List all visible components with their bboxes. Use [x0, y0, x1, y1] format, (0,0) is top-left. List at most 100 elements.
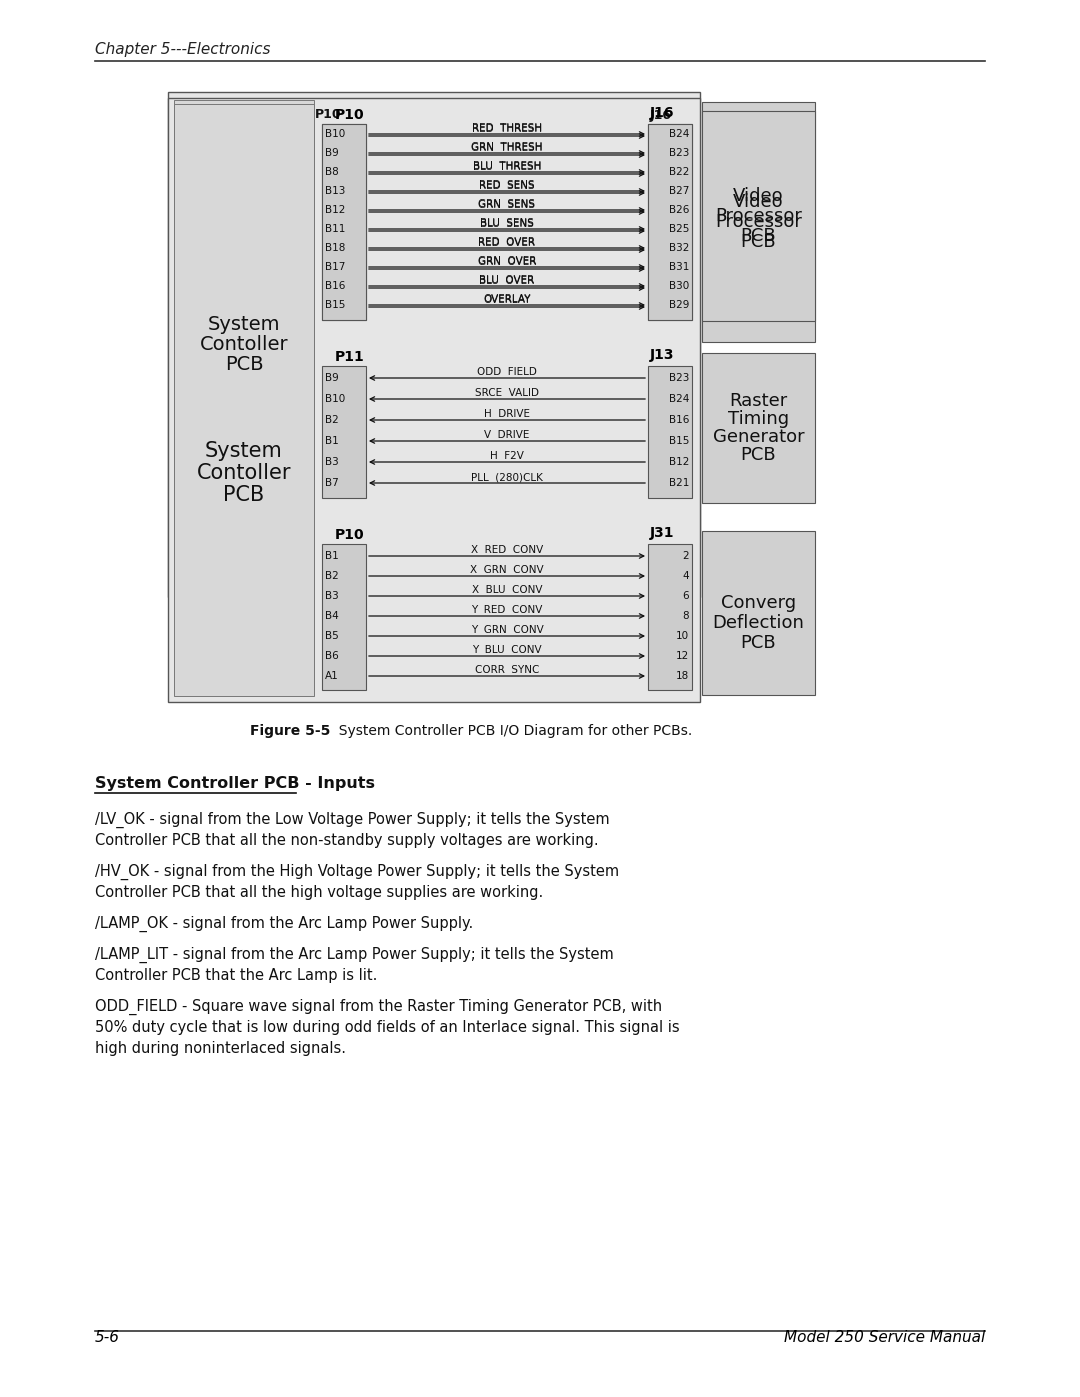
Text: B1: B1 [325, 550, 339, 562]
Text: BLU  THRESH: BLU THRESH [473, 161, 541, 170]
Text: B27: B27 [669, 186, 689, 196]
Text: GRN  OVER: GRN OVER [477, 257, 536, 267]
Text: /HV_OK - signal from the High Voltage Power Supply; it tells the System: /HV_OK - signal from the High Voltage Po… [95, 863, 619, 880]
Bar [168, 92, 700, 597]
Bar [322, 124, 366, 320]
Text: B11: B11 [325, 224, 346, 235]
Text: B15: B15 [669, 436, 689, 446]
Text: B10: B10 [325, 394, 346, 404]
Text: B8: B8 [325, 169, 339, 179]
Text: ODD  FIELD: ODD FIELD [477, 367, 537, 377]
Text: B3: B3 [325, 457, 339, 467]
Text: Controller PCB that the Arc Lamp is lit.: Controller PCB that the Arc Lamp is lit. [95, 968, 377, 983]
Text: Chapter 5---Electronics: Chapter 5---Electronics [95, 42, 270, 57]
Text: B22: B22 [669, 169, 689, 179]
Text: B24: B24 [669, 131, 689, 141]
Bar [648, 124, 692, 320]
Text: B13: B13 [325, 186, 346, 196]
Bar [322, 366, 366, 497]
Text: V  DRIVE: V DRIVE [484, 430, 529, 440]
Text: P11: P11 [334, 351, 364, 365]
Text: /LAMP_OK - signal from the Arc Lamp Power Supply.: /LAMP_OK - signal from the Arc Lamp Powe… [95, 916, 473, 932]
Text: Contoller: Contoller [200, 335, 288, 353]
Text: 2: 2 [683, 550, 689, 562]
Text: Raster: Raster [729, 393, 787, 409]
Text: GRN  SENS: GRN SENS [478, 200, 536, 210]
Text: A1: A1 [325, 671, 339, 680]
Bar [174, 103, 314, 696]
Bar [702, 353, 815, 503]
Text: System: System [205, 441, 283, 461]
Text: B24: B24 [669, 394, 689, 404]
Text: B8: B8 [325, 168, 339, 177]
Text: B9: B9 [325, 149, 339, 161]
Text: RED  OVER: RED OVER [478, 237, 536, 247]
Text: Y  GRN  CONV: Y GRN CONV [471, 624, 543, 636]
Text: B23: B23 [669, 373, 689, 383]
Text: B2: B2 [325, 571, 339, 581]
Text: B10: B10 [325, 131, 346, 141]
Text: Processor: Processor [715, 212, 802, 231]
Text: B29: B29 [669, 300, 689, 310]
Text: X  GRN  CONV: X GRN CONV [470, 564, 544, 576]
Text: B12: B12 [325, 205, 346, 215]
Text: BLU  SENS: BLU SENS [481, 218, 534, 228]
Bar [648, 543, 692, 690]
Text: Model 250 Service Manual: Model 250 Service Manual [784, 1330, 985, 1345]
Text: System: System [207, 314, 280, 334]
Text: B16: B16 [325, 284, 346, 293]
Text: B2: B2 [325, 415, 339, 425]
Text: B26: B26 [669, 207, 689, 217]
Text: PLL  (280)CLK: PLL (280)CLK [471, 472, 543, 482]
Text: Timing: Timing [728, 409, 789, 427]
Text: B7: B7 [325, 478, 339, 488]
Text: GRN  OVER: GRN OVER [477, 256, 536, 265]
Text: 8: 8 [683, 610, 689, 622]
Text: B32: B32 [669, 243, 689, 253]
Text: B21: B21 [669, 478, 689, 488]
Text: B17: B17 [325, 263, 346, 272]
Text: Video: Video [733, 187, 784, 205]
Text: GRN  SENS: GRN SENS [478, 198, 536, 210]
Text: B25: B25 [669, 224, 689, 235]
Text: B31: B31 [669, 263, 689, 272]
Text: Controller PCB that all the non-standby supply voltages are working.: Controller PCB that all the non-standby … [95, 833, 598, 848]
Text: /LV_OK - signal from the Low Voltage Power Supply; it tells the System: /LV_OK - signal from the Low Voltage Pow… [95, 812, 609, 828]
Text: B18: B18 [325, 243, 346, 253]
Text: H  DRIVE: H DRIVE [484, 409, 530, 419]
Text: 18: 18 [676, 671, 689, 680]
Text: System Controller PCB - Inputs: System Controller PCB - Inputs [95, 775, 375, 791]
Text: B11: B11 [325, 226, 346, 236]
Bar [648, 366, 692, 497]
Text: B26: B26 [669, 205, 689, 215]
Bar [168, 98, 700, 703]
Text: B15: B15 [325, 302, 346, 312]
Text: BLU  THRESH: BLU THRESH [473, 162, 541, 172]
Text: B12: B12 [669, 457, 689, 467]
Text: J31: J31 [650, 527, 675, 541]
Text: Converg: Converg [721, 594, 796, 612]
Text: ODD_FIELD - Square wave signal from the Raster Timing Generator PCB, with: ODD_FIELD - Square wave signal from the … [95, 999, 662, 1016]
Text: B30: B30 [669, 284, 689, 293]
Text: RED  SENS: RED SENS [480, 180, 535, 190]
Text: B13: B13 [325, 189, 346, 198]
Text: Deflection: Deflection [713, 615, 805, 631]
Text: BLU  SENS: BLU SENS [481, 219, 534, 229]
Text: PCB: PCB [741, 233, 777, 251]
Text: BLU  OVER: BLU OVER [480, 275, 535, 285]
Text: RED  THRESH: RED THRESH [472, 123, 542, 133]
Text: PCB: PCB [741, 446, 777, 464]
Text: high during noninterlaced signals.: high during noninterlaced signals. [95, 1041, 346, 1056]
Text: B1: B1 [325, 436, 339, 446]
Text: RED  THRESH: RED THRESH [472, 124, 542, 134]
Text: B29: B29 [669, 302, 689, 312]
Text: Contoller: Contoller [197, 464, 292, 483]
Text: B22: B22 [669, 168, 689, 177]
Text: X  BLU  CONV: X BLU CONV [472, 585, 542, 595]
Text: 12: 12 [676, 651, 689, 661]
Text: B9: B9 [325, 148, 339, 158]
Text: System Controller PCB I/O Diagram for other PCBs.: System Controller PCB I/O Diagram for ot… [330, 724, 692, 738]
Bar [702, 531, 815, 694]
Text: P10: P10 [335, 528, 364, 542]
Text: B23: B23 [669, 148, 689, 158]
